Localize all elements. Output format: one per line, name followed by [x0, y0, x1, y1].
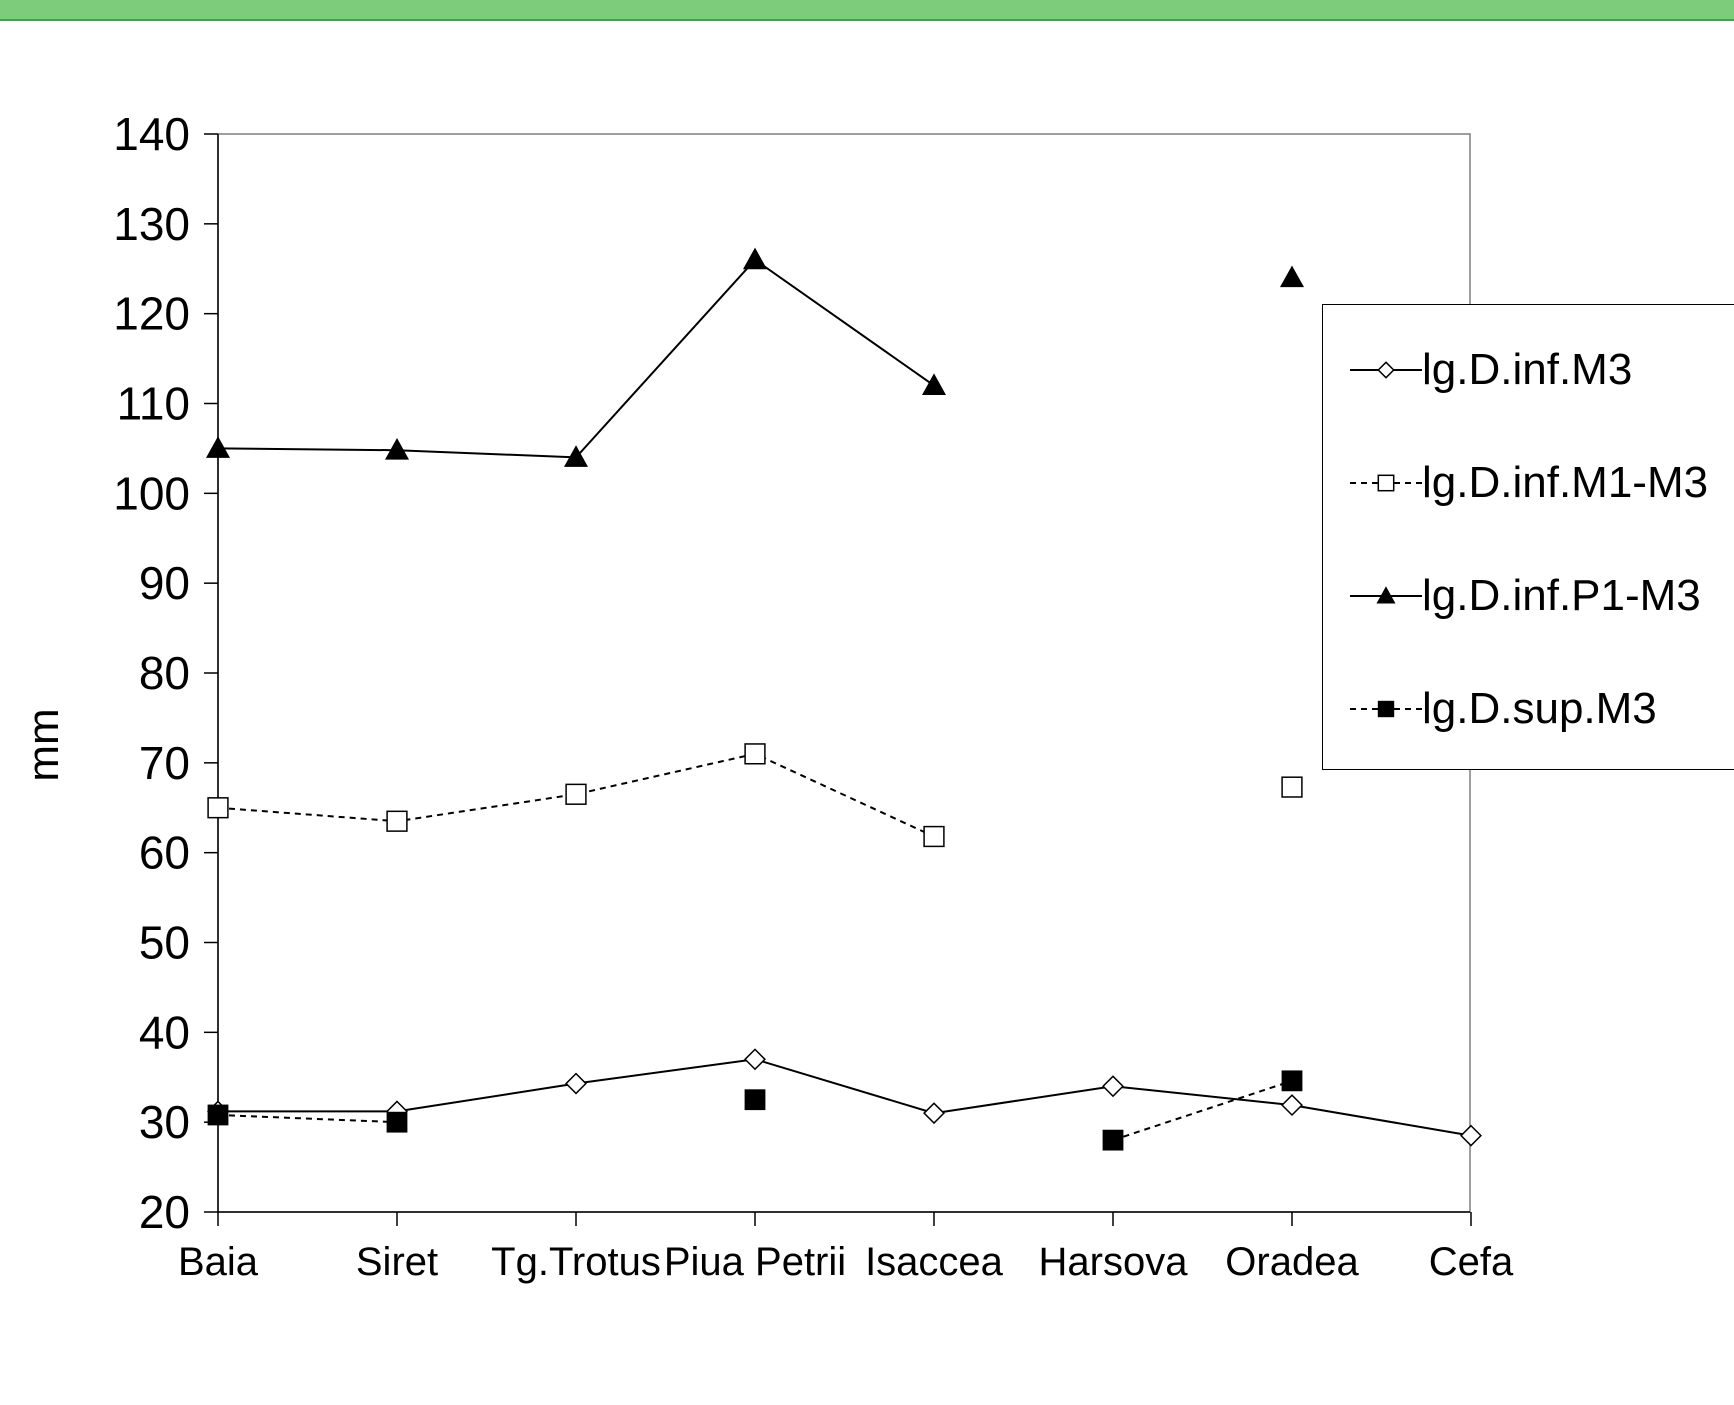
top-accent-bar [0, 0, 1734, 21]
data-point-series-4 [207, 1104, 229, 1126]
data-point-series-1 [565, 1072, 587, 1095]
series-line-1 [218, 1058, 1472, 1137]
y-tick-label: 50 [139, 917, 190, 969]
x-tick-label: Siret [356, 1240, 438, 1284]
data-point-series-4 [1281, 1070, 1303, 1092]
y-tick-label: 90 [139, 557, 190, 609]
data-point-series-3 [205, 436, 231, 458]
chart-legend: lg.D.inf.M3 lg.D.inf.M1-M3 lg.D.inf.P1-M3 l… [1322, 304, 1734, 770]
x-tick-label: Harsova [1039, 1240, 1189, 1284]
y-tick-label: 70 [139, 737, 190, 789]
data-point-series-1 [744, 1048, 766, 1071]
legend-item: lg.D.inf.M1-M3 [1350, 453, 1708, 513]
legend-key-4 [1350, 700, 1422, 718]
data-point-series-3 [1279, 265, 1305, 288]
data-point-series-2 [923, 825, 945, 848]
y-tick-label: 80 [139, 647, 190, 699]
plot-area-frame [217, 133, 1471, 1213]
x-tick-label: Baia [178, 1240, 259, 1284]
data-point-series-2 [565, 783, 587, 805]
data-point-series-3 [921, 373, 947, 395]
data-point-series-4 [1102, 1129, 1124, 1151]
legend-label: lg.D.sup.M3 [1422, 684, 1657, 733]
data-point-series-1 [1281, 1094, 1303, 1117]
data-point-series-2 [1281, 776, 1303, 798]
legend-label: lg.D.inf.P1-M3 [1422, 571, 1701, 620]
legend-item: lg.D.inf.P1-M3 [1350, 566, 1701, 626]
x-tick-label: Piua Petrii [664, 1240, 846, 1284]
legend-label: lg.D.inf.M3 [1422, 345, 1633, 394]
y-tick-label: 140 [113, 108, 190, 160]
data-point-series-4 [386, 1111, 408, 1133]
y-tick-label: 130 [113, 198, 190, 250]
data-point-series-3 [742, 247, 768, 270]
legend-key-3 [1350, 586, 1422, 604]
series-line-4 [217, 1113, 398, 1124]
legend-label: lg.D.inf.M1-M3 [1422, 458, 1709, 507]
y-tick-label: 120 [113, 288, 190, 340]
y-tick-label: 100 [113, 467, 190, 519]
y-tick-label: 20 [139, 1186, 190, 1238]
y-tick-label: 30 [139, 1096, 190, 1148]
y-tick-label: 60 [139, 827, 190, 879]
series-line-3 [217, 258, 935, 459]
x-tick-label: Oradea [1225, 1240, 1359, 1284]
legend-item: lg.D.sup.M3 [1350, 679, 1657, 739]
data-point-series-2 [744, 743, 766, 765]
series-line-2 [217, 752, 935, 838]
data-point-series-1 [1460, 1124, 1482, 1147]
data-point-series-4 [744, 1089, 766, 1111]
series-line-4 [1112, 1079, 1293, 1142]
y-axis-label: mm [19, 708, 68, 781]
data-point-series-3 [384, 438, 410, 460]
x-tick-label: Isaccea [865, 1240, 1004, 1284]
data-point-series-2 [386, 810, 408, 832]
x-tick-label: Cefa [1429, 1240, 1514, 1284]
data-point-series-1 [923, 1102, 945, 1125]
legend-key-1 [1350, 361, 1422, 379]
data-point-series-1 [1102, 1075, 1124, 1098]
legend-item: lg.D.inf.M3 [1350, 340, 1632, 400]
legend-key-2 [1350, 474, 1422, 492]
data-point-series-3 [563, 445, 589, 467]
x-tick-label: Tg.Trotus [491, 1240, 661, 1284]
y-tick-label: 110 [117, 378, 190, 430]
data-point-series-2 [207, 797, 229, 819]
y-tick-label: 40 [139, 1006, 190, 1058]
